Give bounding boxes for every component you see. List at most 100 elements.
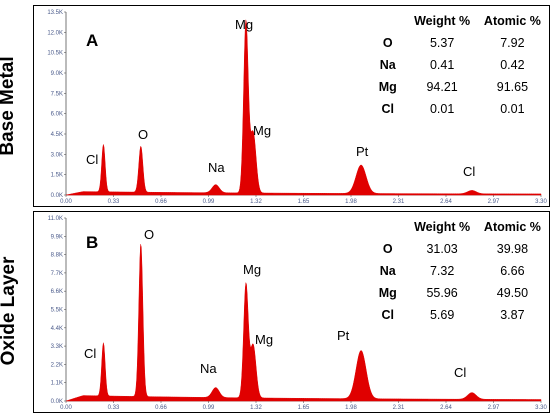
y-tick-label: 0.0K [51,193,63,199]
x-tick-label: 0.00 [60,199,72,205]
element-cell: Cl [381,308,394,322]
y-tick-label: 6.0K [51,112,63,118]
element-cell: O [382,36,393,50]
weight-cell: 5.69 [429,308,455,322]
element-cell: Na [379,58,396,72]
weight-cell: 55.96 [426,286,458,300]
peak-label-pt: Pt [356,144,369,159]
y-tick-label: 7.7K [51,271,63,277]
x-tick-label: 1.32 [250,405,262,411]
peak-label-pt: Pt [337,328,350,343]
atomic-cell: 6.66 [500,264,525,278]
table-header-row: Weight % Atomic % [367,10,549,32]
atomic-cell: 7.92 [500,36,525,50]
atomic-cell: 39.98 [496,242,529,256]
y-tick-label: 4.5K [51,132,63,138]
peak-label-mg-main: Mg [243,262,261,277]
spectrum-area [65,244,542,402]
weight-cell: 0.01 [429,102,455,116]
peak-label-mg-secondary: Mg [253,123,271,138]
table-header-atomic: Atomic % [483,220,541,234]
table-row: Na 0.41 0.42 [367,54,549,76]
weight-cell: 7.32 [429,264,455,278]
x-tick-label: 0.66 [155,405,167,411]
y-tick-label: 0.0K [51,399,63,405]
y-tick-label: 2.2K [51,362,63,368]
y-tick-label: 8.8K [51,253,63,259]
spectrum-panel-b: 0.0K 1.1K 2.2K 3.3K 4.4K 5.5K 6.6K 7.7K 8.8K 9.9K… [33,211,550,413]
peak-label-na: Na [208,160,225,175]
y-tick-label: 3.0K [51,152,63,158]
x-tick-label: 0.99 [203,199,215,205]
table-row: O 31.03 39.98 [367,238,549,260]
peak-label-cl-low: Cl [84,346,96,361]
table-header-blank [367,216,408,238]
spectrum-area [65,19,542,196]
peak-label-mg-main: Mg [235,17,253,32]
x-tick-label: 0.99 [203,405,215,411]
x-tick-label: 2.97 [488,405,500,411]
element-cell: O [382,242,393,256]
element-cell: Mg [378,286,397,300]
y-tick-label: 9.9K [51,234,63,240]
x-tick-label: 0.66 [155,199,167,205]
table-row: Mg 55.96 49.50 [367,282,549,304]
x-tick-label: 2.31 [393,199,405,205]
y-tick-label: 5.5K [51,308,63,314]
atomic-cell: 49.50 [496,286,529,300]
weight-cell: 5.37 [429,36,455,50]
y-tick-label: 7.5K [51,91,63,97]
weight-cell: 94.21 [426,80,458,94]
y-tick-label: 3.3K [51,344,63,350]
x-tick-label: 2.31 [393,405,405,411]
x-tick-label: 1.32 [250,199,262,205]
peak-label-cl-high: Cl [454,365,466,380]
table-row: Mg 94.21 91.65 [367,76,549,98]
x-tick-label: 2.64 [440,199,452,205]
y-tick-label: 12.0K [47,30,63,36]
y-tick-label: 9.0K [51,71,63,77]
table-row: Na 7.32 6.66 [367,260,549,282]
x-tick-label: 1.65 [298,405,310,411]
panel-letter-a: A [86,31,98,50]
spectrum-chart-b: 0.0K 1.1K 2.2K 3.3K 4.4K 5.5K 6.6K 7.7K 8.8K 9.9K… [48,216,548,411]
x-tick-label: 0.33 [108,405,120,411]
side-label-base-metal: Base Metal [0,56,18,156]
atomic-cell: 3.87 [500,308,525,322]
y-tick-label: 1.1K [51,381,63,387]
peak-label-na: Na [200,361,217,376]
table-header-weight: Weight % [414,14,471,28]
table-row: O 5.37 7.92 [367,32,549,54]
y-tick-label: 13.5K [47,10,63,16]
peak-label-mg-secondary: Mg [255,332,273,347]
y-tick-label: 6.6K [51,289,63,295]
table-row: Cl 5.69 3.87 [367,304,549,326]
y-tick-label: 4.4K [51,326,63,332]
peak-label-cl-high: Cl [463,164,475,179]
side-label-oxide-layer: Oxide Layer [0,256,19,366]
x-tick-label: 2.64 [440,405,452,411]
x-tick-label: 1.98 [345,199,357,205]
y-tick-label: 11.0K [48,216,63,222]
peak-label-o: O [138,127,148,142]
element-cell: Cl [381,102,394,116]
atomic-cell: 0.42 [500,58,525,72]
table-header-row: Weight % Atomic % [367,216,549,238]
x-tick-label: 0.33 [108,199,120,205]
weight-cell: 0.41 [429,58,455,72]
x-tick-label: 3.30 [535,405,547,411]
x-tick-label: 1.65 [298,199,310,205]
table-header-blank [367,10,408,32]
spectrum-panel-a: 0.0K 1.5K 3.0K 4.5K 6.0K 7.5K 9.0K 10.5K 12.0K 13… [33,5,550,207]
x-tick-label: 2.97 [488,199,500,205]
spectrum-chart-a: 0.0K 1.5K 3.0K 4.5K 6.0K 7.5K 9.0K 10.5K 12.0K 13… [47,10,547,205]
weight-cell: 31.03 [426,242,458,256]
y-tick-label: 10.5K [47,51,63,57]
composition-table-a: Weight % Atomic % O 5.37 7.92 Na 0.41 0.42 M… [367,10,549,120]
peak-label-cl-low: Cl [86,152,98,167]
x-tick-label: 3.30 [535,199,547,205]
table-row: Cl 0.01 0.01 [367,98,549,120]
atomic-cell: 91.65 [496,80,529,94]
y-tick-label: 1.5K [51,173,63,179]
table-header-atomic: Atomic % [483,14,541,28]
